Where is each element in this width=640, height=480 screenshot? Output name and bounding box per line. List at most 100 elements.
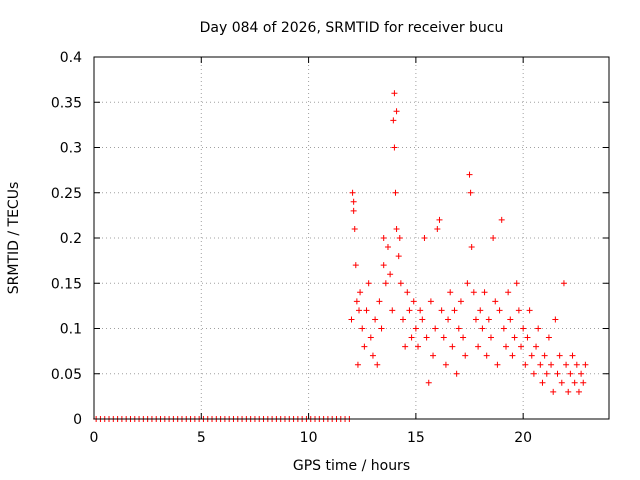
data-point <box>363 307 370 314</box>
data-point <box>357 289 364 296</box>
data-point <box>533 343 540 350</box>
data-point <box>528 352 535 359</box>
data-point <box>575 388 582 395</box>
data-point <box>563 361 570 368</box>
y-axis-label: SRMTID / TECUs <box>6 182 22 295</box>
data-point <box>391 144 398 151</box>
data-point <box>556 352 563 359</box>
data-point <box>406 307 413 314</box>
y-tick-label: 0.4 <box>60 50 82 66</box>
data-point <box>391 90 398 97</box>
data-point <box>393 108 400 115</box>
data-point <box>492 298 499 305</box>
data-point <box>354 361 361 368</box>
data-point <box>404 289 411 296</box>
data-point <box>573 361 580 368</box>
data-point <box>490 235 497 241</box>
data-point <box>535 325 542 332</box>
data-point <box>470 289 477 296</box>
y-tick-label: 0.1 <box>60 322 82 338</box>
data-point <box>359 325 366 332</box>
x-tick-label: 5 <box>197 430 206 446</box>
data-point <box>392 189 399 196</box>
data-point <box>374 361 381 368</box>
x-tick-label: 20 <box>514 430 532 446</box>
data-point <box>505 289 512 296</box>
data-point <box>382 280 389 287</box>
data-point <box>389 307 396 314</box>
y-tick-label: 0.35 <box>51 95 82 111</box>
data-point <box>442 361 449 368</box>
x-tick-label: 0 <box>90 430 99 446</box>
data-point <box>396 235 403 241</box>
data-point <box>408 334 415 341</box>
data-point <box>395 253 402 260</box>
data-point <box>507 316 514 323</box>
y-tick-label: 0.15 <box>51 276 82 292</box>
data-point <box>369 352 376 359</box>
x-tick-label: 15 <box>407 430 425 446</box>
data-point <box>466 171 473 178</box>
data-point <box>436 216 443 223</box>
data-point <box>481 289 488 296</box>
data-point <box>578 370 585 377</box>
data-point <box>565 388 572 395</box>
y-tick-label: 0.3 <box>60 141 82 157</box>
data-point <box>582 361 589 368</box>
ticks: 0 0.05 0.1 0.15 0.2 0.25 0.3 0.35 0.4 0 5 10 15 20 <box>51 50 609 446</box>
data-point <box>397 280 404 287</box>
data-point <box>487 334 494 341</box>
data-point <box>353 298 360 305</box>
data-point <box>558 379 565 386</box>
data-point <box>348 316 355 323</box>
data-point <box>475 343 482 350</box>
data-point <box>571 379 578 386</box>
data-point <box>419 316 426 323</box>
data-point <box>451 307 458 314</box>
data-point <box>520 325 527 332</box>
data-point <box>522 361 529 368</box>
data-point <box>513 280 520 287</box>
data-point <box>580 379 587 386</box>
data-point <box>524 334 531 341</box>
data-point <box>468 244 475 251</box>
data-point <box>415 343 422 350</box>
data-point <box>440 334 447 341</box>
data-point <box>445 316 452 323</box>
data-point <box>552 316 559 323</box>
data-point <box>400 316 406 323</box>
data-point <box>498 216 505 223</box>
data-point <box>537 361 544 368</box>
data-point <box>472 316 479 323</box>
data-point <box>351 225 358 232</box>
y-tick-label: 0.25 <box>51 186 82 202</box>
data-point <box>479 325 486 332</box>
grid <box>94 57 609 419</box>
data-point <box>449 343 456 350</box>
data-point <box>427 298 434 305</box>
data-point <box>539 379 546 386</box>
data-point <box>515 307 522 314</box>
data-point <box>467 189 474 196</box>
data-point <box>545 334 552 341</box>
data-point <box>500 325 507 332</box>
data-point <box>350 207 357 214</box>
data-point <box>548 361 555 368</box>
x-axis-label: GPS time / hours <box>293 458 410 474</box>
data-point <box>567 370 574 377</box>
data-point <box>460 334 467 341</box>
data-point <box>569 352 576 359</box>
data-point <box>410 298 417 305</box>
data-point <box>350 198 357 205</box>
y-tick-label: 0 <box>73 412 82 428</box>
data-point <box>462 352 469 359</box>
data-point <box>554 370 561 377</box>
data-point <box>494 361 501 368</box>
data-point <box>425 379 432 386</box>
data-point <box>380 262 387 269</box>
data-point <box>543 370 550 377</box>
data-point <box>402 343 409 350</box>
data-point <box>541 352 548 359</box>
data-point <box>503 343 509 350</box>
